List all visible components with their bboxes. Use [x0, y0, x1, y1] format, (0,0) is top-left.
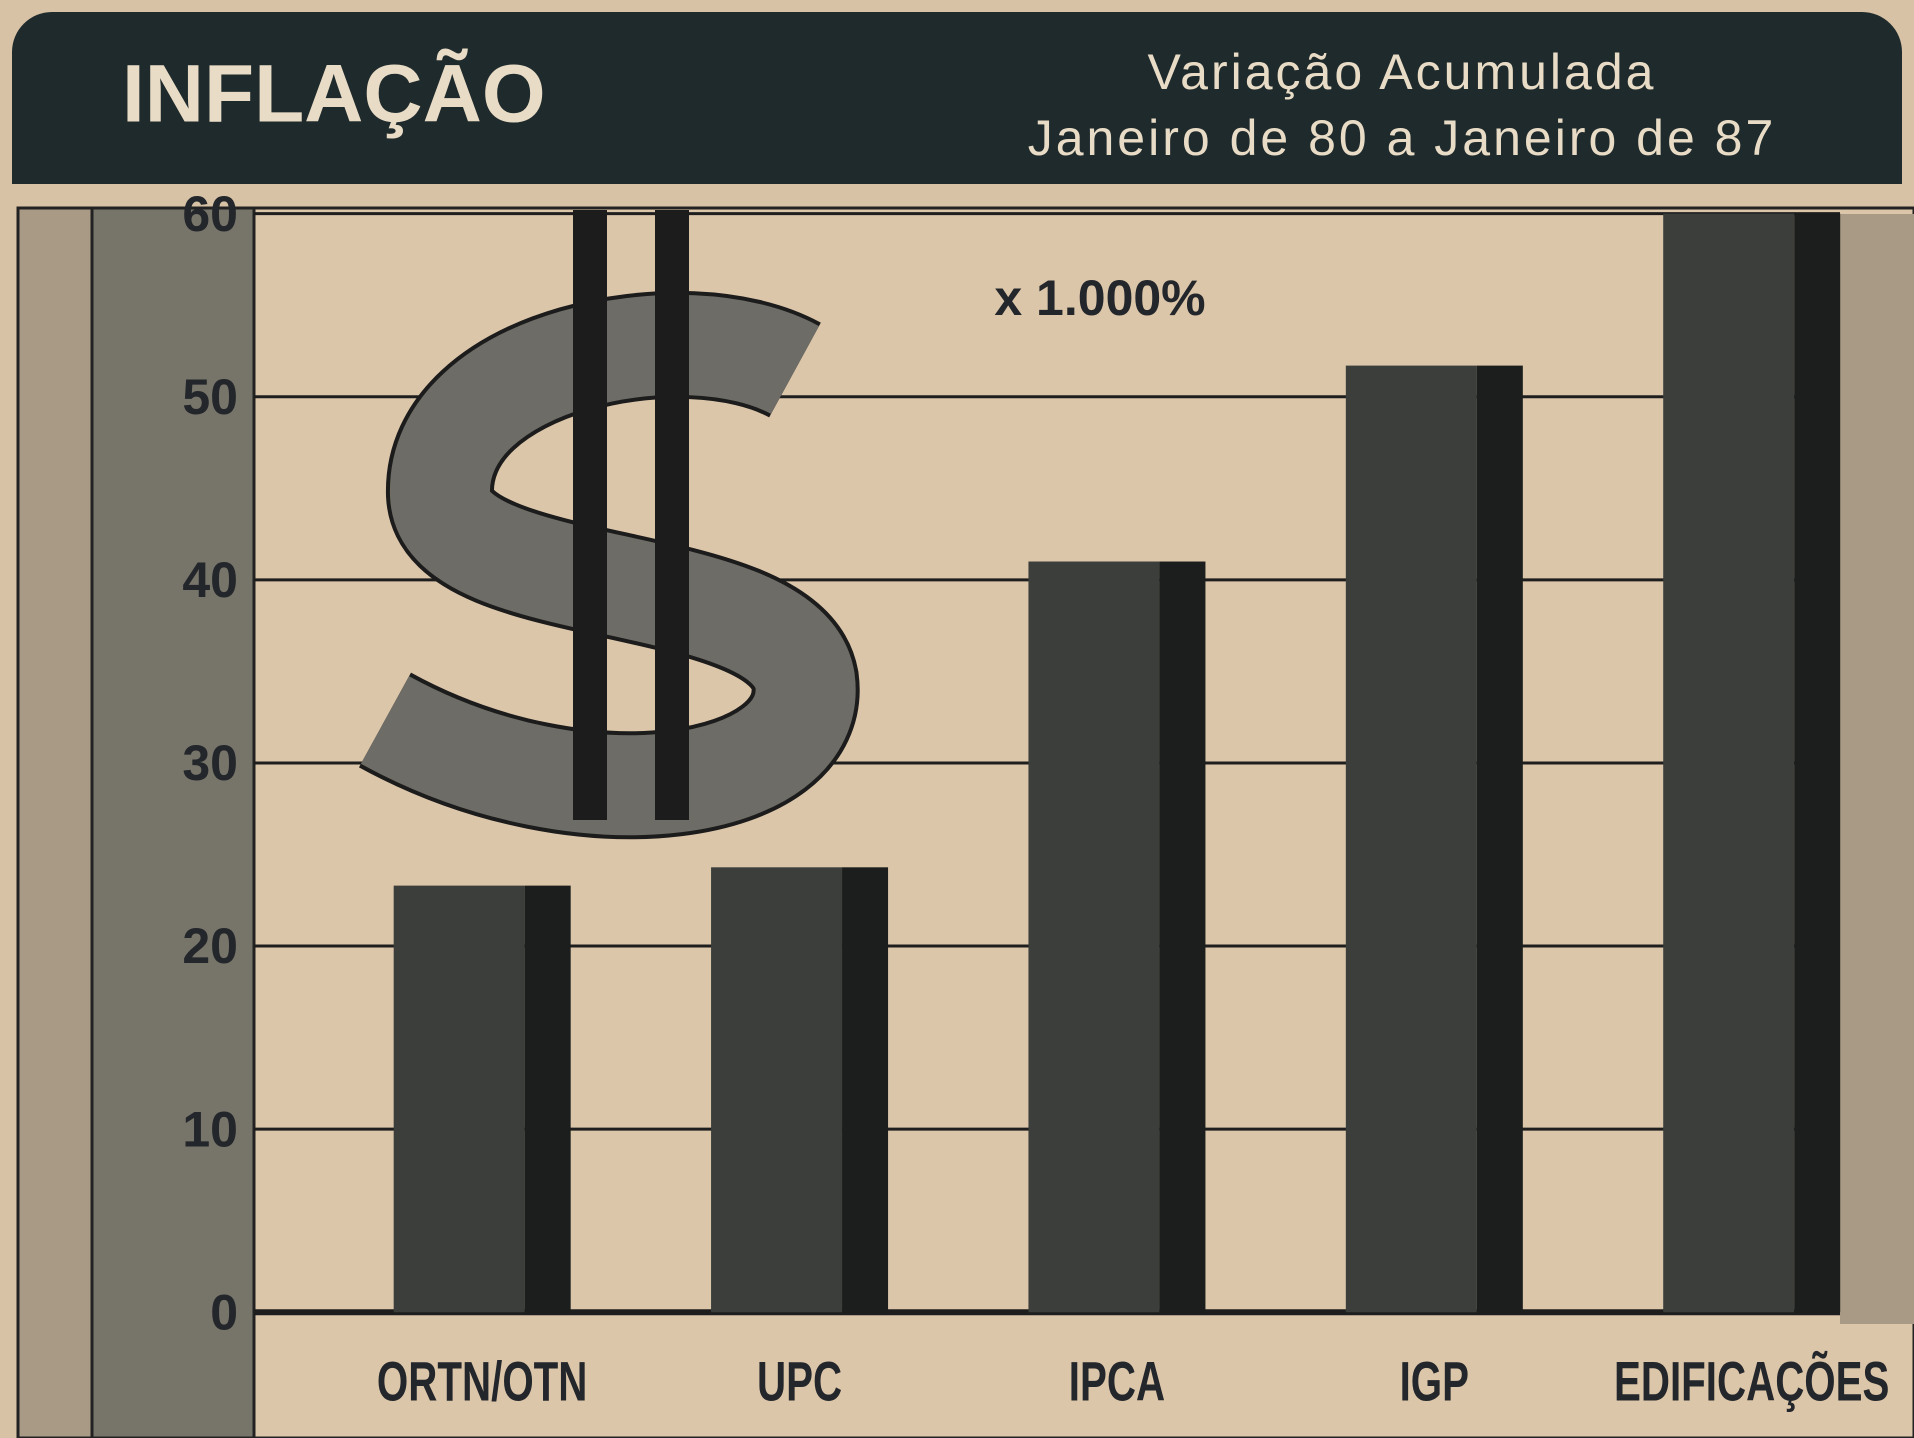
x-tick-label: UPC: [757, 1351, 842, 1413]
bar: [1346, 366, 1523, 1313]
side-band: [18, 208, 92, 1438]
bar-face: [1346, 366, 1477, 1313]
x-tick-label: ORTN/OTN: [377, 1351, 587, 1413]
bar: [711, 867, 888, 1312]
y-tick-label: 50: [182, 369, 238, 425]
y-tick-label: 0: [210, 1284, 238, 1340]
bar-shadow: [1477, 366, 1523, 1313]
dollar-bar: [573, 210, 607, 820]
bar-face: [1663, 214, 1794, 1313]
chart-subtitle: Variação Acumulada: [1148, 44, 1657, 100]
bar-face: [394, 886, 525, 1313]
dollar-bar: [655, 210, 689, 820]
right-band: [1840, 214, 1914, 1324]
y-tick-label: 20: [182, 918, 238, 974]
y-tick-label: 10: [182, 1101, 238, 1157]
x-tick-label: IGP: [1400, 1351, 1469, 1413]
bar-face: [711, 867, 842, 1312]
bar-face: [1028, 562, 1159, 1313]
bar-shadow: [1794, 214, 1840, 1313]
x-tick-label: EDIFICAÇÕES: [1614, 1350, 1889, 1413]
chart-subtitle: Janeiro de 80 a Janeiro de 87: [1028, 110, 1777, 166]
page: INFLAÇÃO Variação Acumulada Janeiro de 8…: [0, 0, 1914, 1438]
y-tick-label: 30: [182, 735, 238, 791]
bar: [1028, 562, 1205, 1313]
y-tick-label: 40: [182, 552, 238, 608]
bar: [1663, 214, 1840, 1313]
bar-shadow: [842, 867, 888, 1312]
bar-shadow: [525, 886, 571, 1313]
chart-title: INFLAÇÃO: [122, 49, 546, 140]
bar: [394, 886, 571, 1313]
x-tick-label: IPCA: [1069, 1351, 1165, 1413]
chart: INFLAÇÃO Variação Acumulada Janeiro de 8…: [0, 0, 1914, 1438]
y-tick-label: 60: [182, 186, 238, 242]
unit-annotation: x 1.000%: [994, 270, 1205, 326]
bar-shadow: [1159, 562, 1205, 1313]
